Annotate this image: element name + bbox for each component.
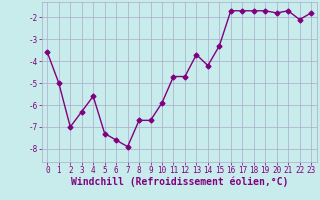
X-axis label: Windchill (Refroidissement éolien,°C): Windchill (Refroidissement éolien,°C) [70,177,288,187]
